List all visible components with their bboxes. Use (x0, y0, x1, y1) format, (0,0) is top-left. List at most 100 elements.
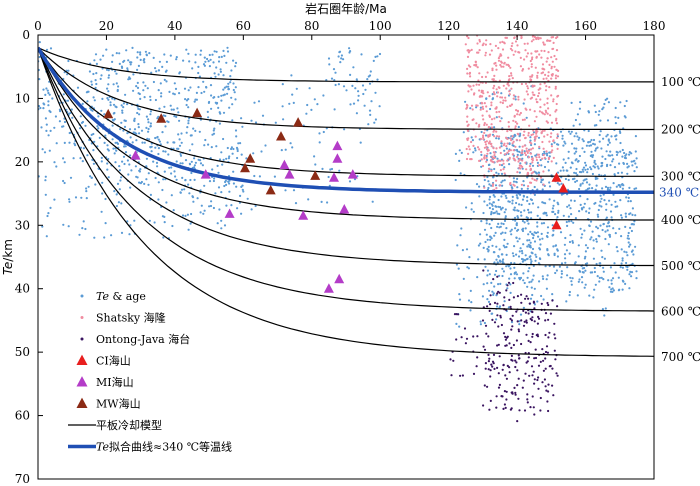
te-age-point (149, 193, 152, 196)
ontong-java-point (510, 328, 513, 331)
te-age-point (617, 276, 620, 279)
te-age-point (477, 258, 480, 261)
ontong-java-point (544, 367, 547, 370)
te-age-point (195, 91, 198, 94)
shatsky-point (543, 135, 546, 138)
te-age-point (306, 103, 309, 107)
shatsky-point (500, 65, 503, 68)
te-age-point (143, 182, 146, 185)
shatsky-point (542, 77, 545, 80)
te-age-point (67, 225, 70, 228)
te-age-point (493, 167, 496, 171)
shatsky-point (530, 52, 533, 55)
ontong-java-point (512, 343, 516, 347)
ontong-java-point (541, 381, 544, 384)
te-age-point (185, 131, 188, 134)
te-age-point (520, 249, 524, 253)
te-age-point (462, 277, 465, 280)
shatsky-point (525, 90, 528, 93)
te-age-point (213, 50, 216, 53)
te-age-point (605, 135, 608, 138)
shatsky-point (502, 162, 505, 165)
te-age-point (497, 283, 500, 286)
shatsky-point (510, 129, 513, 132)
y-tick-label-70: 70 (15, 472, 30, 486)
te-age-point (556, 255, 560, 258)
te-age-point (120, 231, 124, 234)
te-age-point (340, 57, 343, 60)
mi-seamount-marker (200, 169, 211, 179)
te-age-point (521, 167, 524, 170)
ontong-java-point (544, 333, 547, 337)
te-age-point (598, 235, 601, 238)
te-age-point (188, 60, 191, 63)
shatsky-point (491, 184, 494, 187)
te-age-point (594, 149, 597, 152)
te-age-point (599, 194, 602, 197)
te-age-point (223, 54, 226, 58)
ontong-java-point (533, 320, 536, 323)
shatsky-point (486, 152, 489, 155)
te-age-point (479, 323, 482, 326)
te-age-point (178, 119, 181, 122)
te-age-point (79, 127, 82, 130)
ontong-java-point (489, 399, 492, 402)
ontong-java-point (475, 365, 478, 368)
te-age-point (565, 249, 569, 252)
te-age-point (495, 116, 498, 119)
te-age-point (44, 179, 47, 182)
shatsky-point (535, 158, 539, 162)
te-age-point (538, 238, 542, 241)
te-age-point (595, 240, 598, 243)
te-age-point (371, 200, 374, 203)
shatsky-point (504, 153, 507, 156)
isotherm-label-700: 700 ℃ (661, 350, 700, 364)
te-age-point (582, 166, 586, 169)
shatsky-point (497, 47, 500, 50)
shatsky-point (552, 47, 555, 50)
te-age-point (589, 140, 592, 143)
te-age-point (502, 258, 505, 261)
te-age-point (178, 138, 181, 141)
te-age-point (209, 204, 213, 208)
shatsky-point (473, 64, 476, 67)
te-age-point (608, 235, 612, 238)
mi-seamount-marker (298, 210, 309, 220)
te-age-point (558, 265, 562, 268)
te-age-point (485, 222, 488, 225)
te-age-point (564, 261, 567, 264)
shatsky-point (547, 74, 550, 77)
shatsky-point (523, 98, 526, 101)
te-age-point (308, 87, 311, 90)
te-age-point (339, 61, 342, 64)
ontong-java-point (544, 350, 548, 354)
te-age-point (291, 146, 294, 149)
te-age-point (556, 135, 560, 138)
shatsky-point (523, 144, 526, 147)
mi-seamount-marker (347, 169, 358, 179)
te-age-point (79, 157, 82, 160)
te-age-point (513, 271, 517, 274)
shatsky-point (519, 65, 523, 68)
ontong-java-point (482, 269, 485, 272)
te-age-point (183, 188, 186, 191)
te-age-point (127, 173, 130, 176)
ontong-java-point (520, 293, 523, 296)
isotherm-label-200: 200 ℃ (661, 123, 700, 137)
te-age-point (193, 178, 196, 181)
te-age-point (128, 233, 131, 236)
te-age-point (179, 162, 182, 165)
te-age-point (509, 267, 512, 270)
ontong-java-point (520, 342, 523, 346)
te-age-point (501, 274, 504, 278)
shatsky-point (484, 43, 487, 46)
te-age-point (228, 182, 231, 185)
shatsky-point (493, 156, 496, 160)
te-age-point (227, 180, 230, 183)
te-age-point (496, 157, 499, 160)
te-age-point (513, 245, 516, 248)
te-age-point (608, 286, 611, 289)
te-age-point (235, 135, 238, 138)
te-age-point (181, 176, 184, 179)
te-age-point (608, 233, 612, 237)
